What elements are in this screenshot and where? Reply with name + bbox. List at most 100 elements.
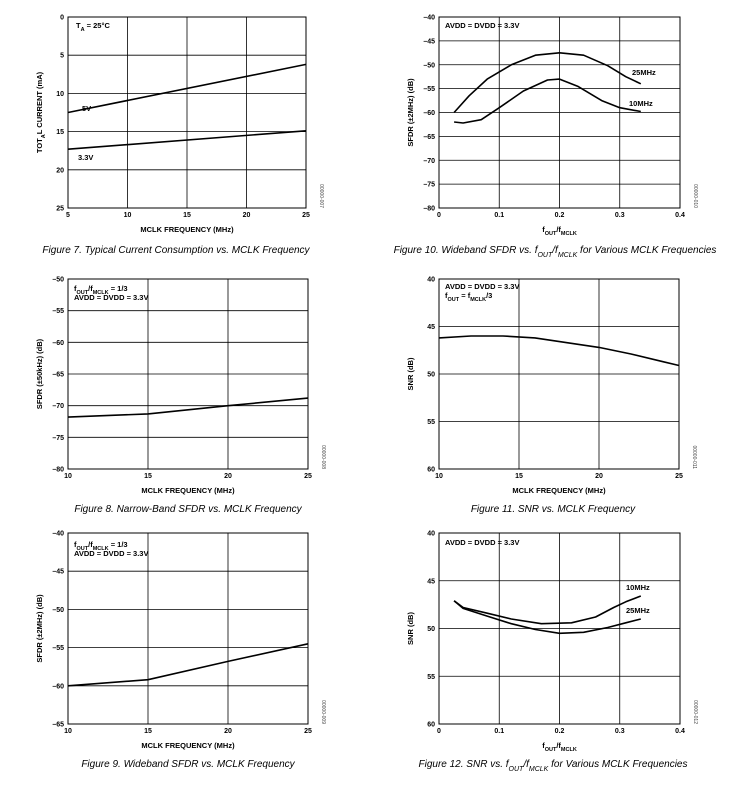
y-tick-label: –55: [52, 308, 64, 315]
plot-frame: [438, 16, 681, 209]
figure-caption: Figure 9. Wideband SFDR vs. MCLK Frequen…: [81, 759, 295, 770]
figure-code: 00000-011: [691, 445, 697, 469]
series-line: [67, 63, 307, 114]
x-tick-label: 25: [304, 728, 312, 735]
figure-caption: Figure 10. Wideband SFDR vs. fOUT/fMCLK …: [394, 245, 717, 259]
y-tick-label: 55: [427, 419, 435, 426]
series-label: 25MHz: [632, 68, 656, 77]
y-tick-label: –70: [52, 403, 64, 410]
y-tick-label: 60: [427, 467, 435, 474]
x-tick-label: 0.1: [494, 728, 504, 735]
y-tick-label: 60: [427, 722, 435, 729]
y-tick-label: –60: [423, 110, 435, 117]
y-tick-label: –45: [52, 569, 64, 576]
x-tick-label: 0.3: [615, 212, 625, 219]
x-axis-label: fOUT/fMCLK: [542, 741, 577, 753]
x-tick-label: 25: [675, 473, 683, 480]
y-tick-label: –50: [52, 607, 64, 614]
x-tick-label: 15: [144, 473, 152, 480]
plot-frame: [438, 532, 681, 725]
x-tick-label: 20: [224, 473, 232, 480]
x-tick-label: 0.1: [494, 212, 504, 219]
plot-annotation: AVDD = DVDD = 3.3V: [445, 538, 519, 547]
y-tick-label: –75: [52, 435, 64, 442]
series-label: 10MHz: [626, 583, 650, 592]
plot-frame: [67, 278, 309, 470]
y-tick-label: –80: [423, 206, 435, 213]
y-tick-label: 50: [427, 626, 435, 633]
y-tick-label: –50: [423, 62, 435, 69]
figure-caption: Figure 7. Typical Current Consumption vs…: [42, 245, 310, 256]
x-tick-label: 0.2: [555, 728, 565, 735]
y-tick-label: –45: [423, 38, 435, 45]
series-line: [453, 595, 642, 625]
x-tick-label: 10: [435, 473, 443, 480]
plot-annotation: TA = 25°C: [76, 21, 110, 33]
x-tick-label: 15: [515, 473, 523, 480]
y-tick-label: 20: [56, 167, 64, 174]
figure-code: 00000-008: [320, 445, 326, 469]
series-label: 10MHz: [629, 99, 653, 108]
y-tick-label: –70: [423, 158, 435, 165]
plot-annotation: fOUT/fMCLK = 1/3: [74, 284, 128, 296]
y-tick-label: 40: [427, 531, 435, 538]
x-axis-label: MCLK FREQUENCY (MHz): [140, 225, 234, 234]
y-tick-label: –60: [52, 340, 64, 347]
plot-frame: [438, 278, 680, 470]
series-line: [453, 600, 641, 635]
x-tick-label: 0.3: [615, 728, 625, 735]
y-tick-label: –60: [52, 683, 64, 690]
x-tick-label: 25: [302, 212, 310, 219]
y-axis-label: TOTAL CURRENT (mA): [35, 71, 47, 153]
y-tick-label: 5: [60, 53, 64, 60]
y-tick-label: 15: [56, 129, 64, 136]
plot-annotation: AVDD = DVDD = 3.3V: [445, 282, 519, 291]
y-tick-label: –50: [52, 277, 64, 284]
series-label: 5V: [82, 104, 91, 113]
y-tick-label: –65: [52, 722, 64, 729]
y-tick-label: 45: [427, 324, 435, 331]
chart-2: –40 –45 –50 –55 –60 –65 –70 –75 –800 0.1 0.2 0.3 0.4…: [394, 15, 717, 259]
y-tick-label: –80: [52, 467, 64, 474]
y-tick-label: –55: [52, 645, 64, 652]
figure-code: 00000-009: [320, 700, 326, 724]
x-axis-label: MCLK FREQUENCY (MHz): [512, 486, 606, 495]
series-line: [67, 643, 309, 687]
figure-code: 00000-010: [692, 184, 698, 208]
x-axis-label: fOUT/fMCLK: [542, 225, 577, 237]
y-axis-label: SFDR (±2MHz) (dB): [406, 78, 415, 147]
x-tick-label: 0.2: [555, 212, 565, 219]
y-axis-label: SNR (dB): [406, 357, 415, 390]
x-tick-label: 20: [224, 728, 232, 735]
x-tick-label: 0.4: [675, 212, 685, 219]
figure-caption: Figure 8. Narrow-Band SFDR vs. MCLK Freq…: [74, 504, 302, 515]
plot-annotation: fOUT = fMCLK/3: [445, 291, 492, 303]
figure-caption: Figure 11. SNR vs. MCLK Frequency: [471, 504, 636, 515]
series-line: [67, 130, 307, 150]
series-line: [454, 78, 641, 124]
x-axis-label: MCLK FREQUENCY (MHz): [141, 486, 235, 495]
x-tick-label: 15: [183, 212, 191, 219]
y-tick-label: –65: [423, 134, 435, 141]
series-line: [453, 52, 642, 114]
series-line: [438, 335, 680, 367]
plot-annotation: AVDD = DVDD = 3.3V: [74, 293, 148, 302]
x-tick-label: 20: [243, 212, 251, 219]
series-line: [67, 397, 309, 418]
plot-frame: [67, 532, 309, 725]
figure-code: 00000-007: [318, 184, 324, 208]
y-tick-label: –75: [423, 182, 435, 189]
y-axis-label: SFDR (±2MHz) (dB): [35, 594, 44, 663]
x-tick-label: 0.4: [675, 728, 685, 735]
figure-code: 00000-012: [692, 700, 698, 724]
plot-annotation: AVDD = DVDD = 3.3V: [445, 21, 519, 30]
y-axis-label: SFDR (±50kHz) (dB): [35, 338, 44, 409]
y-tick-label: 45: [427, 578, 435, 585]
x-tick-label: 0: [437, 212, 441, 219]
y-tick-label: –55: [423, 86, 435, 93]
x-tick-label: 0: [437, 728, 441, 735]
